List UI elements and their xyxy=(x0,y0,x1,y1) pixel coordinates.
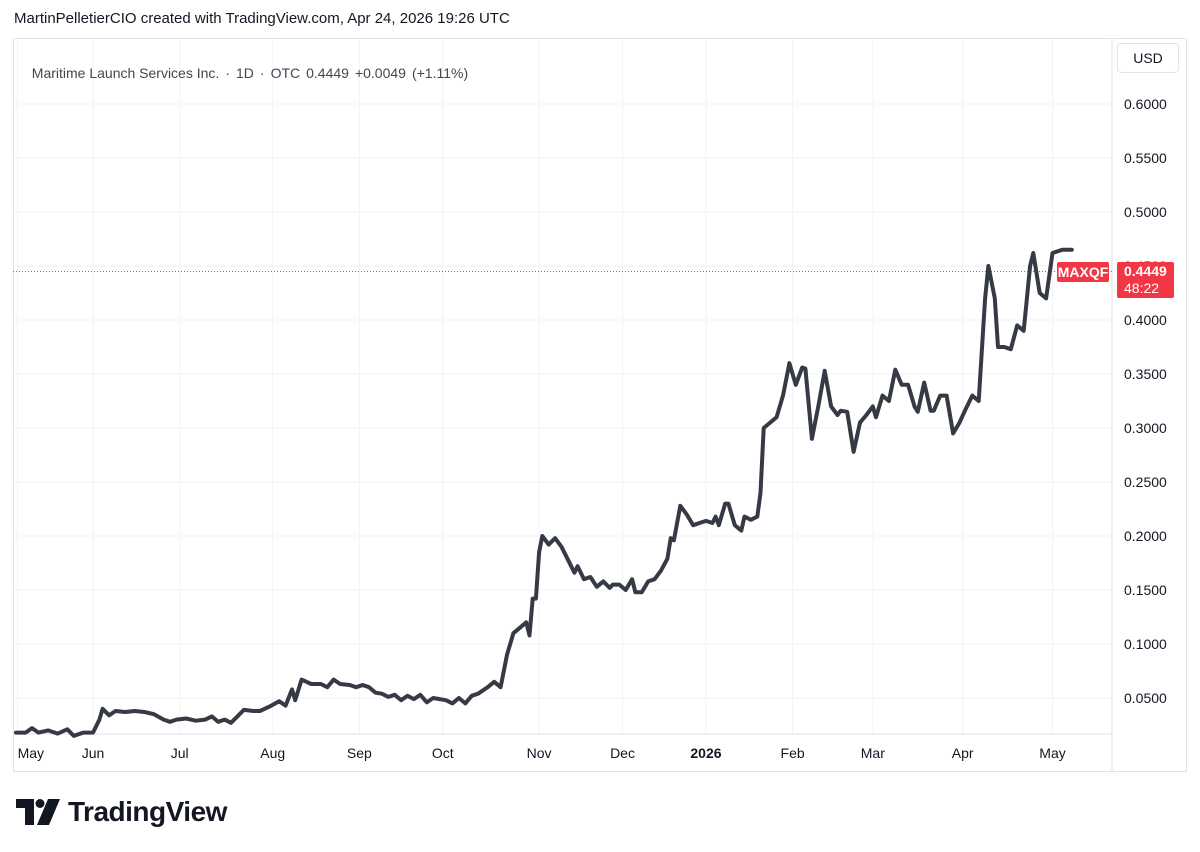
chart-frame[interactable] xyxy=(13,38,1187,772)
bar-countdown: 48:22 xyxy=(1124,280,1160,296)
price-tick-label: 0.1000 xyxy=(1124,636,1167,652)
time-tick-label: Nov xyxy=(527,745,552,761)
time-tick-label: Apr xyxy=(952,745,974,761)
time-tick-label: Aug xyxy=(260,745,285,761)
time-tick-label: May xyxy=(1039,745,1065,761)
time-axis-labels: May Jun Jul Aug Sep Oct Nov Dec 2026 Feb Mar Apr May xyxy=(18,745,1066,761)
attribution-header: MartinPelletierCIO created with TradingV… xyxy=(14,10,510,27)
price-tick-label: 0.2500 xyxy=(1124,474,1167,490)
time-tick-label: 2026 xyxy=(690,745,721,761)
price-tick-label: 0.5500 xyxy=(1124,150,1167,166)
price-tick-label: 0.4000 xyxy=(1124,312,1167,328)
price-axis-labels: 0.0500 0.1000 0.1500 0.2000 0.2500 0.3000 0.35… xyxy=(1124,96,1167,706)
price-tick-label: 0.5000 xyxy=(1124,204,1167,220)
symbol-legend[interactable]: Maritime Launch Services Inc. · 1D · OTC 0.44… xyxy=(24,49,474,81)
legend-interval: 1D xyxy=(235,65,254,81)
legend-change-percent: (+1.11%) xyxy=(411,65,469,81)
last-price-value: 0.4449 xyxy=(1124,263,1167,279)
legend-change: +0.0049 xyxy=(354,65,406,81)
time-tick-label: Sep xyxy=(347,745,372,761)
tradingview-logo-text: TradingView xyxy=(68,796,227,827)
price-tick-label: 0.0500 xyxy=(1124,690,1167,706)
legend-symbol-name: Maritime Launch Services Inc. xyxy=(31,65,220,81)
symbol-price-tag: MAXQF xyxy=(1057,262,1109,282)
time-tick-label: Oct xyxy=(432,745,454,761)
time-tick-label: May xyxy=(18,745,44,761)
price-series-line xyxy=(14,247,1074,738)
time-tick-label: Dec xyxy=(610,745,635,761)
time-tick-label: Feb xyxy=(781,745,805,761)
price-tick-label: 0.2000 xyxy=(1124,528,1167,544)
price-tick-label: 0.3000 xyxy=(1124,420,1167,436)
legend-exchange: OTC xyxy=(270,65,301,81)
last-price-tag: 0.4449 48:22 xyxy=(1117,262,1174,298)
tradingview-logo[interactable]: TradingView xyxy=(16,795,227,829)
grid xyxy=(14,40,1112,734)
price-tick-label: 0.3500 xyxy=(1124,366,1167,382)
legend-separator: · xyxy=(259,65,265,81)
currency-button[interactable]: USD xyxy=(1117,43,1179,73)
price-tick-label: 0.1500 xyxy=(1124,582,1167,598)
time-tick-label: Jul xyxy=(171,745,189,761)
legend-separator: · xyxy=(225,65,230,81)
price-tick-label: 0.6000 xyxy=(1124,96,1167,112)
time-tick-label: Mar xyxy=(861,745,885,761)
tradingview-logo-icon xyxy=(16,799,60,825)
time-tick-label: Jun xyxy=(82,745,105,761)
legend-price: 0.4449 xyxy=(306,65,349,81)
